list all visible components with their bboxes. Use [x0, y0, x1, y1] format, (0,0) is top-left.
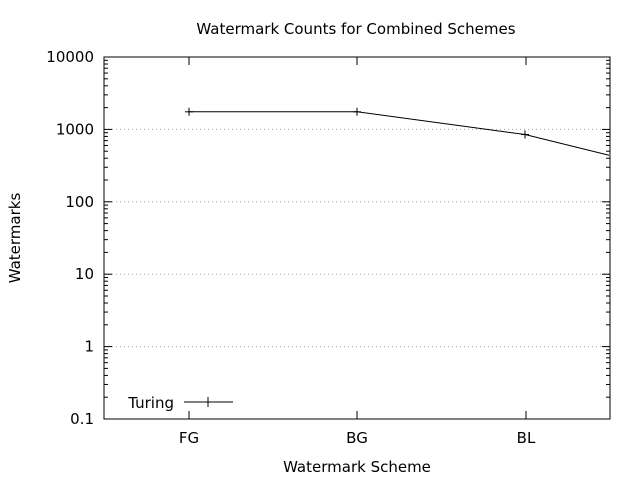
y-tick-labels: 0.1 1 10 100 1000 10000 [46, 48, 94, 428]
y-tick-label: 1000 [56, 120, 94, 138]
series-line [189, 111, 610, 156]
x-axis-label: Watermark Scheme [283, 458, 431, 476]
chart-title: Watermark Counts for Combined Schemes [196, 20, 515, 38]
y-tick-label: 1 [84, 338, 94, 356]
y-tick-label: 100 [65, 193, 94, 211]
x-tick-label: BL [517, 429, 536, 447]
y-axis-label: Watermarks [6, 193, 24, 284]
legend: Turing [127, 394, 233, 412]
grid-lines [104, 128, 610, 348]
axis-ticks [104, 56, 610, 420]
data-point [185, 107, 193, 116]
x-tick-label: FG [179, 429, 199, 447]
series-turing [185, 107, 610, 156]
y-tick-label: 0.1 [70, 410, 94, 428]
y-tick-label: 10 [75, 265, 94, 283]
data-point [353, 107, 361, 116]
y-tick-label: 10000 [46, 48, 94, 66]
x-tick-labels: FG BG BL [179, 429, 536, 447]
x-tick-label: BG [346, 429, 368, 447]
legend-label: Turing [127, 394, 174, 412]
data-point [521, 130, 529, 139]
